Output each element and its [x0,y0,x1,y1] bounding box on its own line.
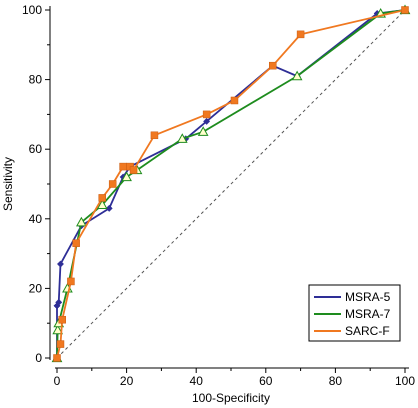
point-sarc-f [202,110,211,119]
point-msra-7 [197,126,209,136]
point-sarc-f [58,315,66,324]
x-axis-title: 100-Specificity [192,391,270,405]
point-msra-5 [105,204,113,212]
y-tick-label: 40 [29,212,43,226]
x-tick-label: 80 [329,374,343,388]
y-tick-label: 60 [29,142,43,156]
point-sarc-f [72,239,80,247]
y-tick-label: 20 [29,281,43,295]
point-msra-7 [96,199,108,209]
point-msra-7 [121,171,132,182]
point-sarc-f [296,30,305,39]
point-msra-7 [76,216,87,227]
point-sarc-f [56,340,65,348]
point-sarc-f [98,194,106,202]
point-sarc-f [119,162,127,171]
point-sarc-f [401,6,409,14]
point-msra-5 [55,298,63,306]
y-tick-label: 100 [22,3,42,17]
series-sarc-f [53,6,409,362]
point-msra-7 [176,133,188,143]
legend: MSRA-5 MSRA-7 SARC-F [308,284,401,342]
x-tick-label: 20 [120,374,134,388]
point-sarc-f [230,96,239,105]
point-sarc-f [108,180,117,188]
legend-label-msra-7: MSRA-7 [345,307,391,321]
y-tick-label: 0 [35,351,42,365]
point-sarc-f [53,354,61,362]
axes: 0 20 40 60 80 100 0 20 40 60 80 100 100-Specificity S… [1,3,415,405]
legend-label-sarc-f: SARC-F [345,324,390,338]
reference-diagonal [56,9,406,359]
point-msra-7 [291,70,303,81]
x-tick-label: 100 [395,374,415,388]
point-sarc-f [129,166,138,174]
x-tick-label: 40 [190,374,204,388]
x-tick-label: 60 [259,374,273,388]
legend-label-msra-5: MSRA-5 [345,290,391,304]
point-sarc-f [269,61,277,70]
point-sarc-f [67,277,75,286]
reference-layer [56,9,406,359]
series-layer [51,4,411,363]
point-msra-5 [56,260,65,268]
point-sarc-f [150,131,159,140]
point-msra-5 [203,117,211,125]
y-tick-label: 80 [29,73,43,87]
point-msra-7 [52,324,64,335]
x-tick-label: 0 [54,374,61,388]
y-axis-title: Sensitivity [1,157,15,211]
